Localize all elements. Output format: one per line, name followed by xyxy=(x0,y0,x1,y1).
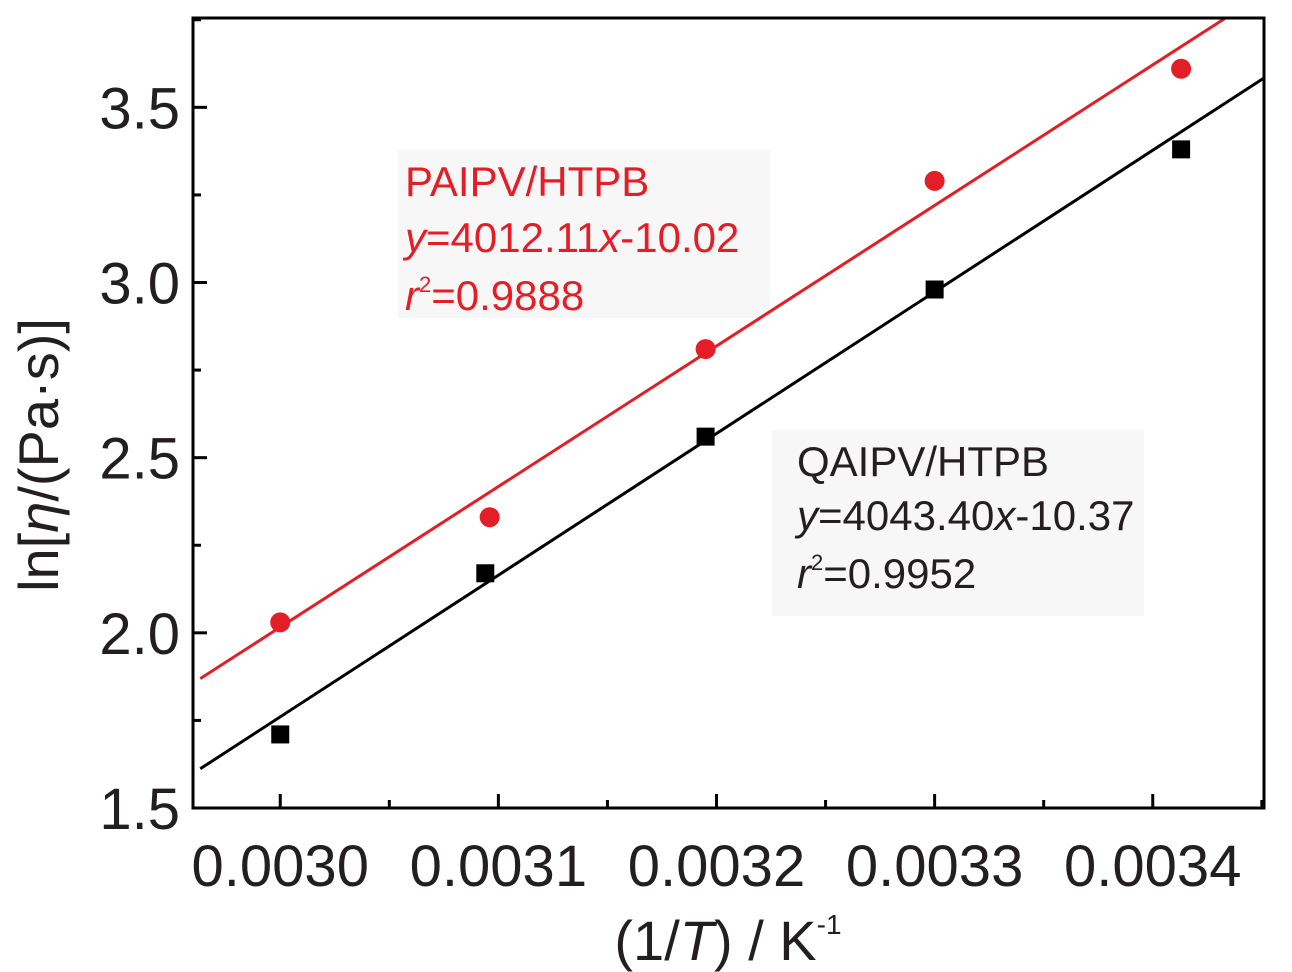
data-markers xyxy=(270,58,1192,744)
y-tick-label-1: 2.0 xyxy=(99,602,180,667)
paipv-r-squared: r2=0.9888 xyxy=(405,272,584,319)
x-tick-label-1: 0.0031 xyxy=(410,834,587,899)
qaipv-eq-tail: -10.37 xyxy=(1015,492,1134,539)
x-tick-label-0: 0.0030 xyxy=(192,834,369,899)
paipv-eq-mid: =4012.11 xyxy=(426,214,599,261)
paipv-eq-y: y xyxy=(402,214,429,261)
fit-lines xyxy=(199,16,1265,771)
qaipv-r-squared: r2=0.9952 xyxy=(797,550,976,597)
x-axis-ticks: 0.0030 0.0031 0.0032 0.0033 0.0034 xyxy=(192,794,1264,899)
data-point-series-1-0 xyxy=(271,725,290,744)
paipv-r-val: =0.9888 xyxy=(431,272,584,319)
y-axis-title: ln[η/(Pa·s)] xyxy=(7,318,70,592)
x-tick-label-2: 0.0032 xyxy=(628,834,805,899)
x-axis-title-var: T xyxy=(680,909,718,972)
data-point-series-0-4 xyxy=(1171,58,1192,79)
y-axis-title-prefix: ln[ xyxy=(7,532,70,592)
fit-line-series-1 xyxy=(199,76,1265,771)
data-point-series-1-2 xyxy=(696,427,715,446)
y-axis-ticks: 1.5 2.0 2.5 3.0 3.5 xyxy=(99,18,207,842)
y-tick-label-2: 2.5 xyxy=(99,427,180,492)
qaipv-eq-y: y xyxy=(794,492,821,539)
paipv-annotation-bg xyxy=(398,150,770,318)
y-axis-title-suffix: /(Pa·s)] xyxy=(7,318,70,502)
paipv-fit-equation: y=4012.11x-10.02 xyxy=(402,214,739,261)
paipv-r-var: r xyxy=(405,272,421,319)
data-point-series-0-2 xyxy=(695,339,716,360)
data-point-series-1-4 xyxy=(1172,140,1191,159)
data-point-series-0-1 xyxy=(479,507,500,528)
data-point-series-0-3 xyxy=(924,170,945,191)
x-axis-title-sup: -1 xyxy=(817,909,842,940)
y-tick-label-3: 3.0 xyxy=(99,252,180,317)
x-axis-title-prefix: (1/ xyxy=(614,909,680,972)
qaipv-r-var: r xyxy=(797,550,813,597)
data-point-series-1-3 xyxy=(925,280,944,299)
qaipv-annotation-bg xyxy=(772,430,1144,616)
paipv-eq-tail: -10.02 xyxy=(620,214,739,261)
x-axis-title: (1/T) / K-1 xyxy=(614,909,841,972)
paipv-series-label: PAIPV/HTPB xyxy=(405,158,649,205)
data-point-series-0-0 xyxy=(270,612,291,633)
x-axis-title-suffix: ) / K xyxy=(714,909,817,972)
plot-frame xyxy=(191,16,1266,810)
paipv-r-sup: 2 xyxy=(419,272,431,297)
paipv-eq-x: x xyxy=(597,214,622,261)
y-tick-label-4: 3.5 xyxy=(99,76,180,141)
data-point-series-1-1 xyxy=(476,564,495,583)
qaipv-eq-x: x xyxy=(992,492,1017,539)
qaipv-r-sup: 2 xyxy=(811,550,823,575)
qaipv-r-val: =0.9952 xyxy=(823,550,976,597)
qaipv-series-label: QAIPV/HTPB xyxy=(797,438,1049,485)
x-tick-label-3: 0.0033 xyxy=(846,834,1023,899)
x-tick-label-4: 0.0034 xyxy=(1064,834,1241,899)
y-tick-label-0: 1.5 xyxy=(99,777,180,842)
qaipv-fit-equation: y=4043.40x-10.37 xyxy=(794,492,1134,539)
y-axis-title-var: η xyxy=(7,502,70,533)
qaipv-eq-mid: =4043.40 xyxy=(818,492,994,539)
